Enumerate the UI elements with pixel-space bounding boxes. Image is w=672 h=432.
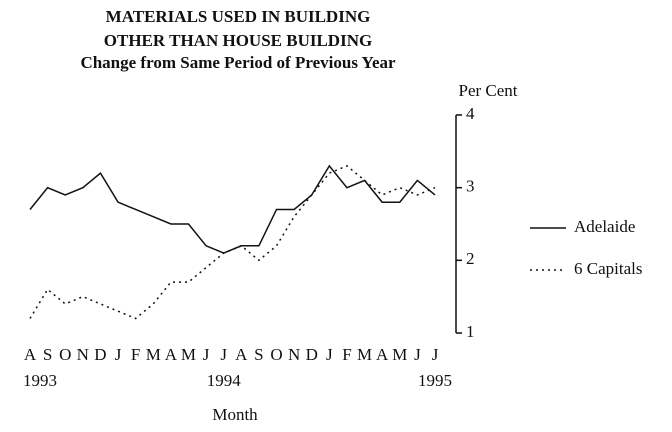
y-tick-label: 2 — [466, 249, 475, 268]
x-tick-label: N — [288, 345, 300, 364]
y-tick-label: 4 — [466, 104, 475, 123]
x-tick-label: J — [220, 345, 227, 364]
x-year-label: 1994 — [207, 371, 242, 390]
line-series — [29, 165, 436, 320]
x-tick-label: M — [181, 345, 196, 364]
x-tick-label: J — [326, 345, 333, 364]
x-tick-label: M — [357, 345, 372, 364]
legend-label: Adelaide — [574, 217, 635, 236]
x-axis-label: Month — [212, 405, 258, 424]
x-tick-label: S — [254, 345, 263, 364]
x-year-label: 1993 — [23, 371, 57, 390]
chart-title: MATERIALS USED IN BUILDING — [106, 7, 371, 26]
x-year-label: 1995 — [418, 371, 452, 390]
x-tick-label: J — [115, 345, 122, 364]
chart-title: OTHER THAN HOUSE BUILDING — [104, 31, 372, 50]
x-tick-label: J — [203, 345, 210, 364]
x-tick-label: M — [146, 345, 161, 364]
x-tick-label: A — [24, 345, 37, 364]
x-tick-label: F — [131, 345, 140, 364]
x-tick-label: S — [43, 345, 52, 364]
x-tick-label: D — [94, 345, 106, 364]
x-tick-label: F — [342, 345, 351, 364]
y-tick-label: 3 — [466, 177, 475, 196]
x-tick-label: A — [376, 345, 389, 364]
legend-label: 6 Capitals — [574, 259, 642, 278]
x-tick-label: O — [59, 345, 71, 364]
y-axis-label: Per Cent — [458, 81, 517, 100]
chart-subtitle: Change from Same Period of Previous Year — [80, 53, 396, 72]
x-tick-label: J — [432, 345, 439, 364]
line-series — [29, 164, 436, 254]
x-tick-label: J — [414, 345, 421, 364]
y-tick-label: 1 — [466, 322, 475, 341]
x-tick-label: A — [165, 345, 178, 364]
x-tick-label: O — [270, 345, 282, 364]
x-tick-label: N — [77, 345, 89, 364]
x-tick-label: D — [306, 345, 318, 364]
x-tick-label: A — [235, 345, 248, 364]
x-tick-label: M — [392, 345, 407, 364]
